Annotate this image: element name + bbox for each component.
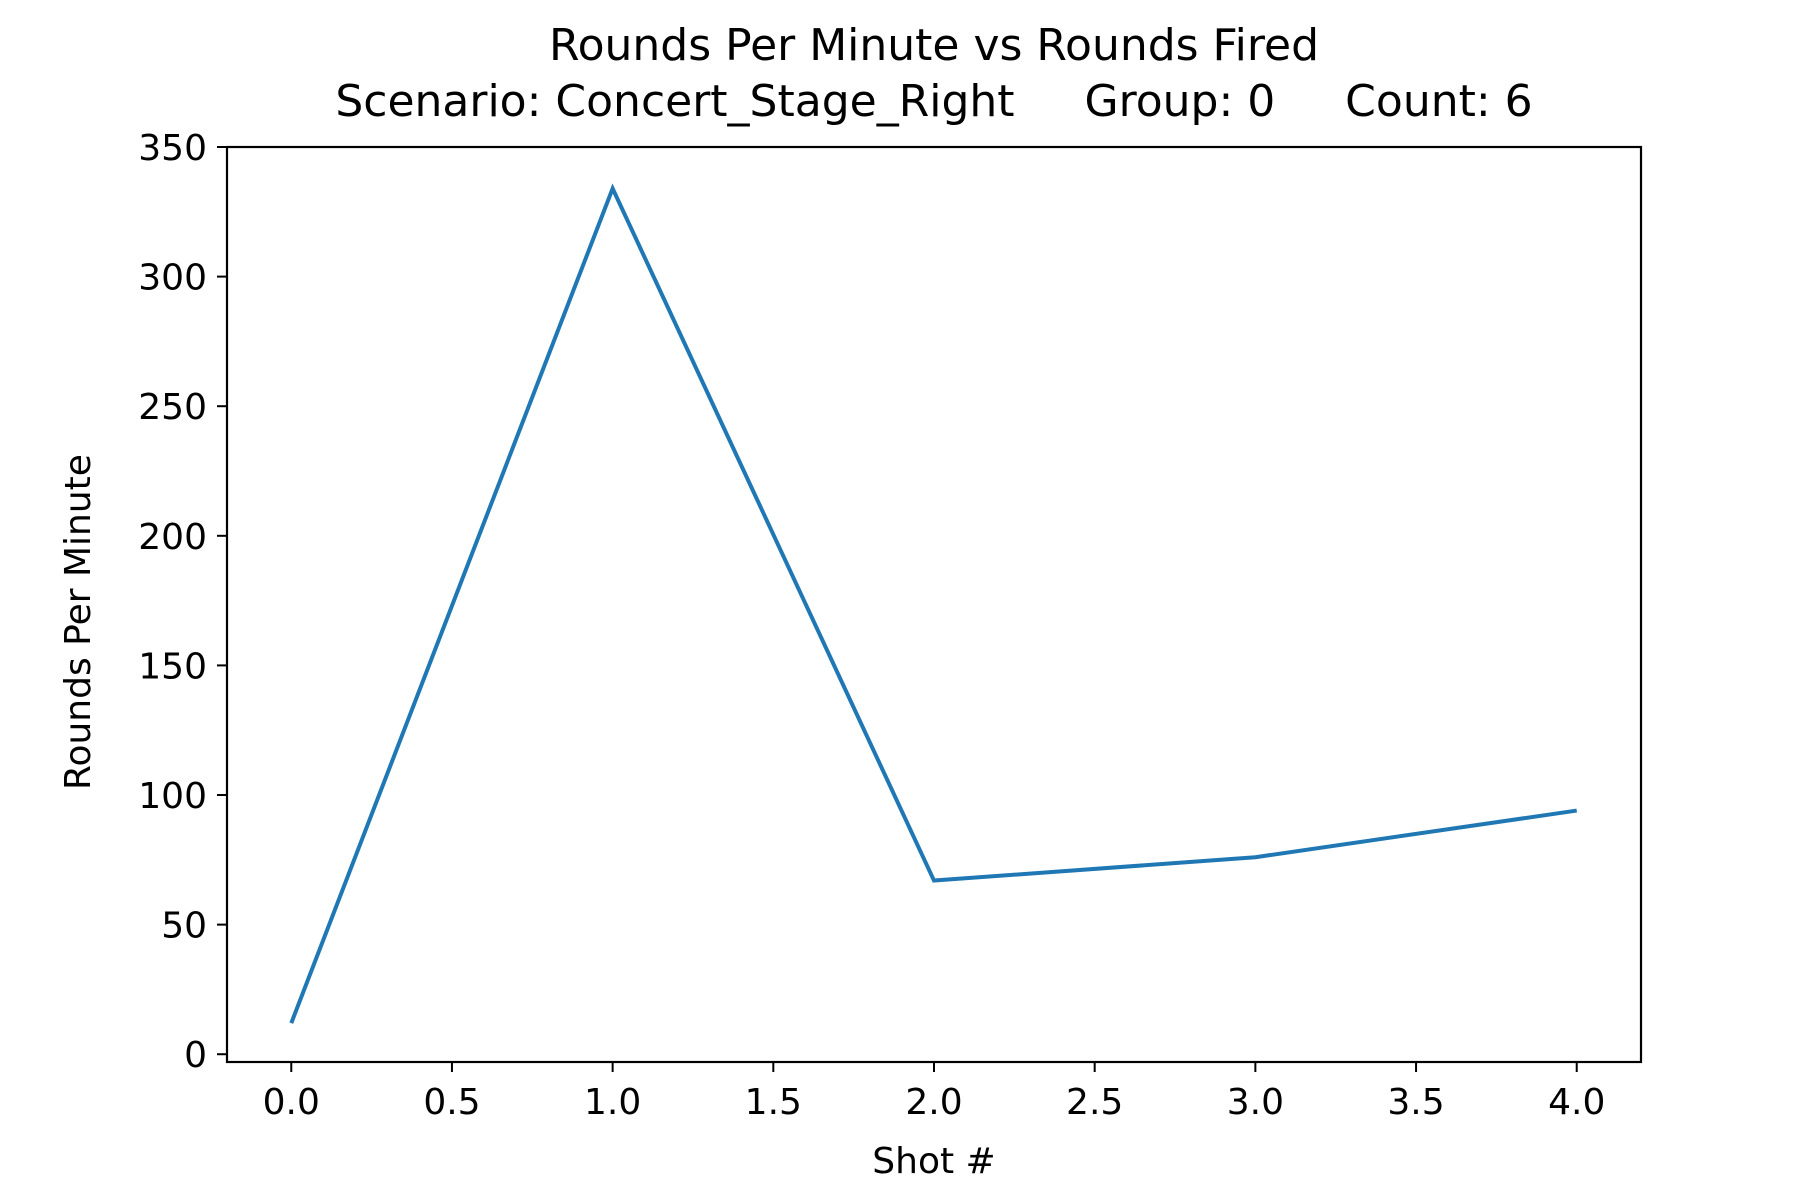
x-tick-label: 2.0 [905, 1082, 962, 1123]
x-tick-label: 0.0 [263, 1082, 320, 1123]
y-tick-label: 300 [138, 258, 207, 299]
series-line [289, 183, 1578, 1024]
chart-subtitle: Scenario: Concert_Stage_Right Group: 0 C… [335, 76, 1532, 127]
y-tick-label: 350 [138, 128, 207, 169]
plot-area: 0.0 0.5 1.0 1.5 2.0 2.5 3.0 3.5 4.0 0 50 100 150 200 2… [138, 128, 1643, 1123]
x-tick-label: 2.5 [1066, 1082, 1123, 1123]
y-tick-label: 50 [161, 906, 207, 947]
y-tick-label: 0 [184, 1035, 207, 1076]
x-tick-label: 0.5 [423, 1082, 480, 1123]
x-axis-label: Shot # [872, 1141, 995, 1182]
y-tick-label: 250 [138, 387, 207, 428]
x-tick-label: 3.5 [1387, 1082, 1444, 1123]
y-tick-label: 200 [138, 517, 207, 558]
x-tick-label: 1.0 [584, 1082, 641, 1123]
y-axis-label: Rounds Per Minute [58, 454, 99, 790]
x-tick-label: 3.0 [1227, 1082, 1284, 1123]
chart-title: Rounds Per Minute vs Rounds Fired [549, 20, 1319, 71]
x-tick-label: 1.5 [745, 1082, 802, 1123]
y-tick-label: 100 [138, 776, 207, 817]
x-tick-label: 4.0 [1548, 1082, 1605, 1123]
y-tick-label: 150 [138, 646, 207, 687]
